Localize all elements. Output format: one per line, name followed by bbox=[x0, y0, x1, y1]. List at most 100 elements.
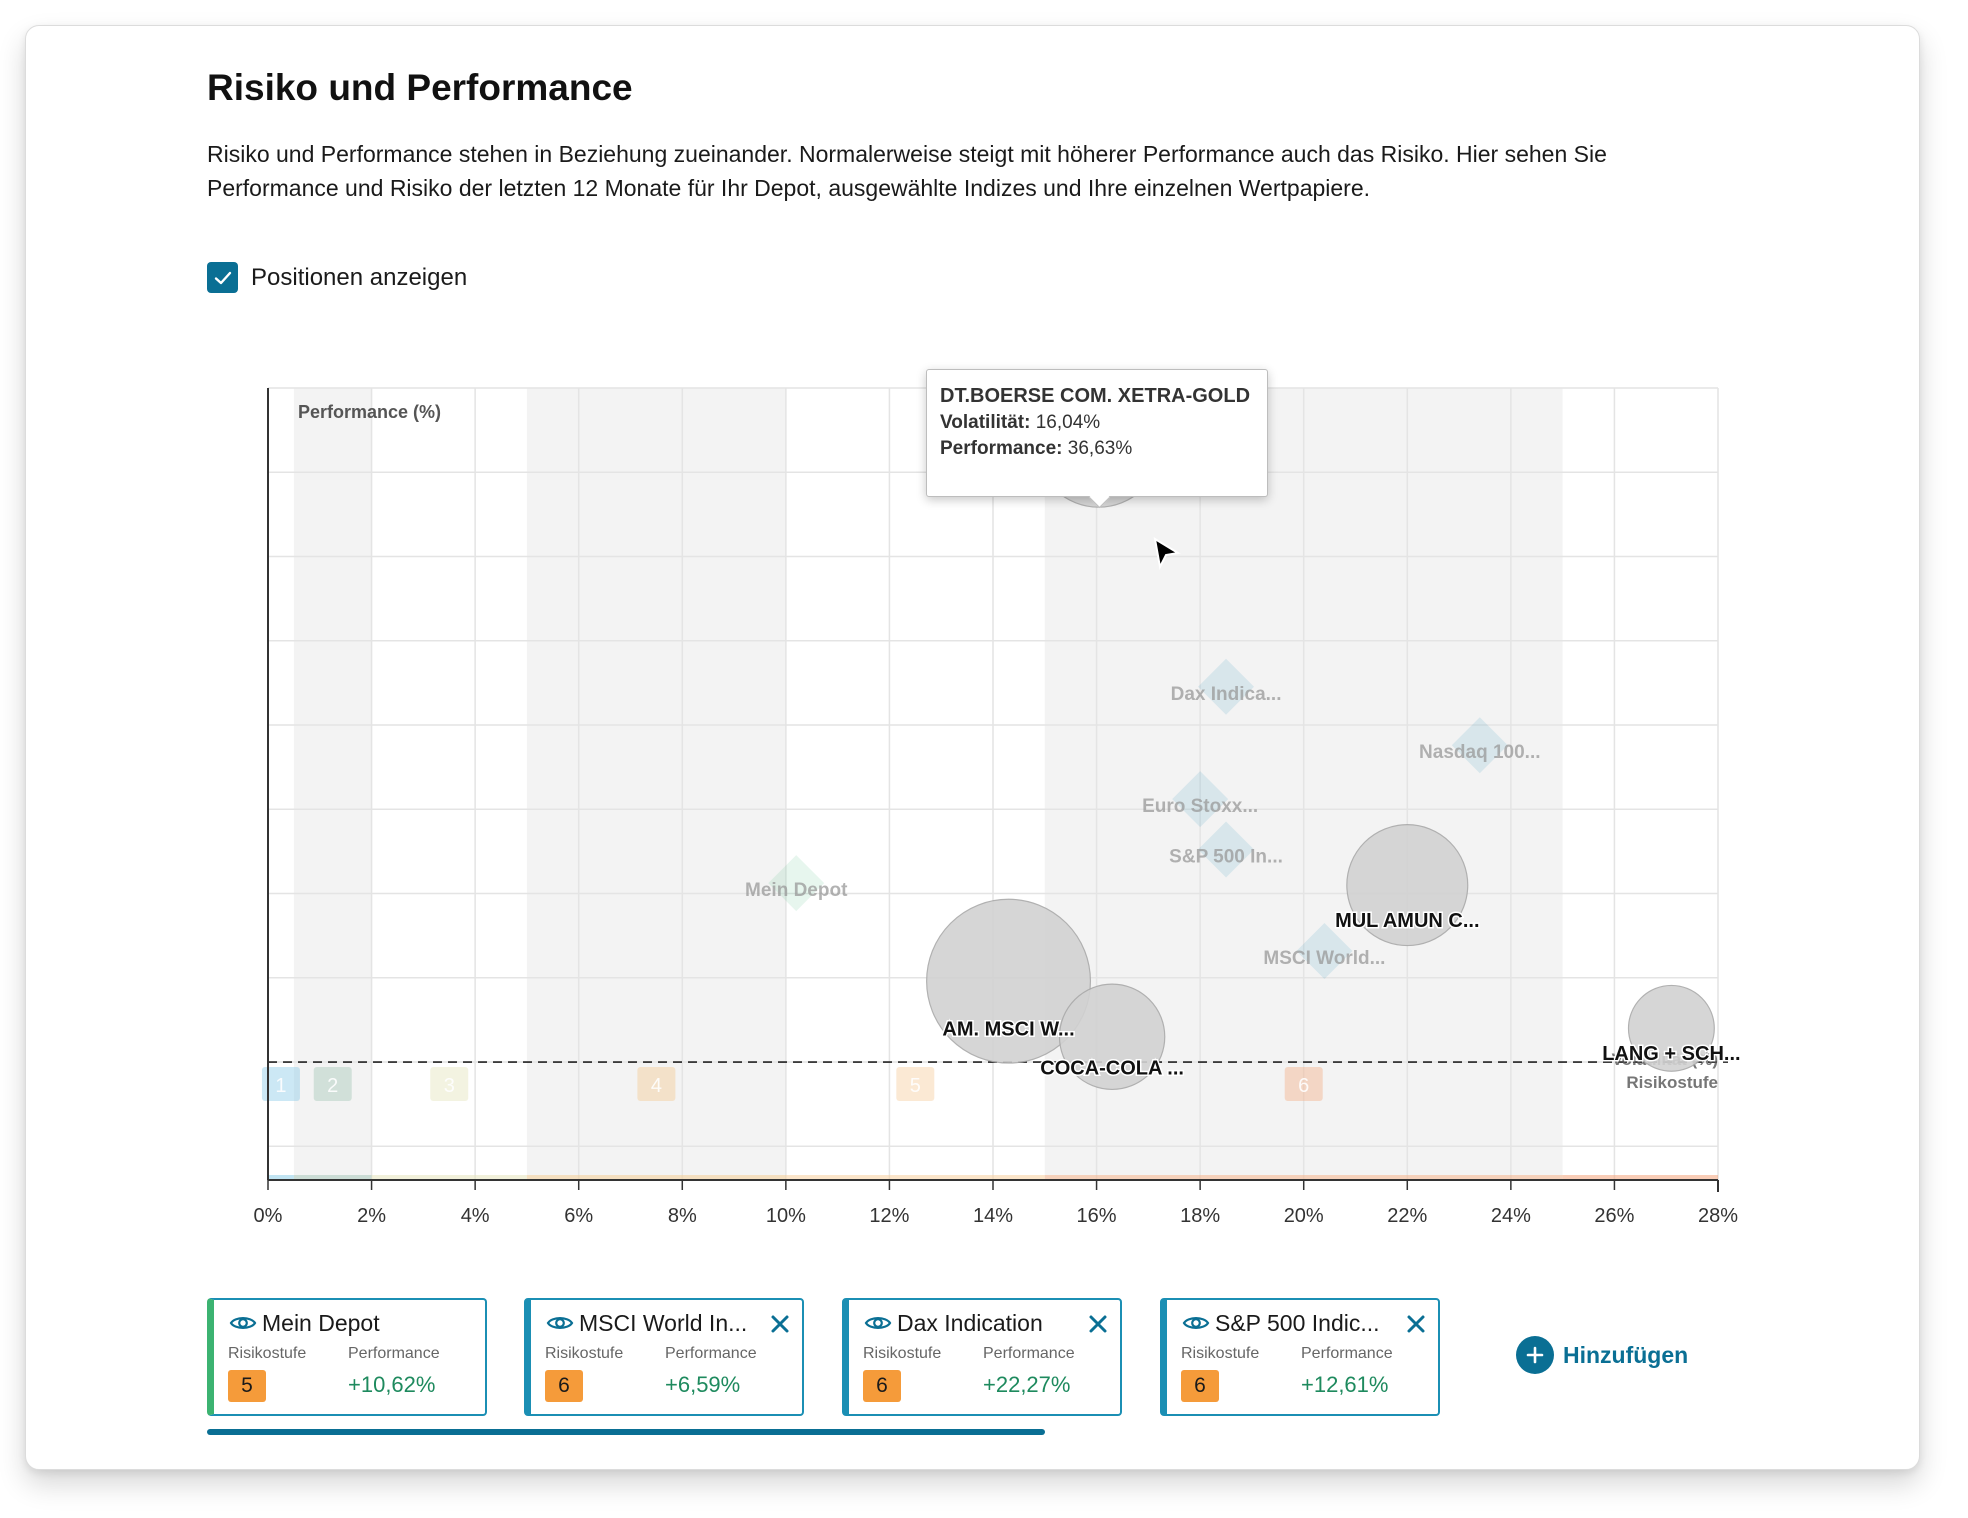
risk-level-label: 3 bbox=[444, 1075, 455, 1097]
position-bubble bbox=[1627, 984, 1715, 1072]
risk-axis-title: Risikostufe bbox=[1626, 1073, 1718, 1092]
index-marker bbox=[1172, 771, 1229, 828]
x-tick-label: 22% bbox=[1387, 1205, 1427, 1227]
position-label: COCA-COLA ... bbox=[1040, 1057, 1184, 1079]
risk-band-2 bbox=[293, 388, 372, 1180]
description-text: Risiko und Performance stehen in Beziehu… bbox=[207, 141, 1607, 201]
eye-icon[interactable] bbox=[1182, 1314, 1210, 1332]
y-axis-title: Performance (%) bbox=[298, 402, 441, 422]
risk-badge: 6 bbox=[545, 1370, 583, 1402]
x-tick-label: 14% bbox=[973, 1205, 1013, 1227]
performance-value: +10,62% bbox=[348, 1372, 436, 1397]
risk-level-label: 5 bbox=[910, 1075, 921, 1097]
legend-item[interactable]: MSCI World In... Risikostufe Performance 6 +… bbox=[524, 1298, 804, 1416]
risk-performance-chart: 1 2 3 4 5 6 0% 2% 4% 6% 8% 10% 12% 14% 16% 18% 20% 22% 24%… bbox=[254, 381, 1742, 1227]
risk-level-badge bbox=[896, 1067, 935, 1102]
plus-icon[interactable] bbox=[1516, 1336, 1554, 1374]
performance-label: Performance bbox=[983, 1345, 1075, 1362]
x-tick-label: 4% bbox=[461, 1205, 490, 1227]
position-bubble bbox=[1058, 983, 1166, 1091]
risk-band-4 bbox=[526, 388, 786, 1180]
risk-strip-6 bbox=[1044, 1175, 1563, 1180]
tooltip-title: DT.BOERSE COM. XETRA-GOLD bbox=[940, 385, 1251, 407]
risk-label: Risikostufe bbox=[863, 1345, 942, 1362]
checkbox-checked-icon[interactable] bbox=[207, 262, 238, 293]
index-label: MSCI World... bbox=[1263, 948, 1385, 969]
add-index-button[interactable]: Hinzufügen bbox=[1516, 1336, 1688, 1374]
position-bubble bbox=[1346, 824, 1469, 947]
risk-badge: 6 bbox=[863, 1370, 901, 1402]
x-tick-label: 26% bbox=[1594, 1205, 1634, 1227]
performance-value: +12,61% bbox=[1301, 1372, 1389, 1397]
x-tick-label: 6% bbox=[564, 1205, 593, 1227]
risk-level-badge bbox=[637, 1067, 676, 1102]
performance-label: Performance bbox=[348, 1345, 440, 1362]
performance-value: +22,27% bbox=[983, 1372, 1071, 1397]
page-title: Risiko und Performance bbox=[207, 67, 633, 108]
legend-item[interactable]: Dax Indication Risikostufe Performance 6 +22… bbox=[842, 1298, 1122, 1416]
close-icon[interactable] bbox=[1406, 1314, 1426, 1334]
x-tick-label: 18% bbox=[1180, 1205, 1220, 1227]
add-button-label: Hinzufügen bbox=[1563, 1341, 1689, 1368]
risk-level-badge bbox=[1284, 1067, 1323, 1102]
position-bubble bbox=[926, 898, 1092, 1064]
index-marker bbox=[1198, 658, 1255, 715]
index-label: Dax Indica... bbox=[1171, 684, 1282, 705]
close-icon[interactable] bbox=[1088, 1314, 1108, 1334]
x-tick-label: 12% bbox=[869, 1205, 909, 1227]
x-tick-label: 20% bbox=[1284, 1205, 1324, 1227]
risk-level-badge bbox=[261, 1067, 300, 1102]
checkbox-label: Positionen anzeigen bbox=[251, 263, 468, 291]
risk-level-badge bbox=[430, 1067, 469, 1102]
x-tick-label: 16% bbox=[1077, 1205, 1117, 1227]
x-tick-label: 28% bbox=[1698, 1205, 1738, 1227]
legend-scroll-indicator[interactable] bbox=[207, 1429, 1045, 1435]
risk-label: Risikostufe bbox=[228, 1345, 307, 1362]
performance-value: +6,59% bbox=[665, 1372, 741, 1397]
eye-icon[interactable] bbox=[864, 1314, 892, 1332]
tooltip-performance: Performance: 36,63% bbox=[940, 438, 1133, 459]
position-label: MUL AMUN C... bbox=[1335, 910, 1479, 932]
risk-label: Risikostufe bbox=[1181, 1345, 1260, 1362]
risk-strip-2 bbox=[293, 1175, 372, 1180]
index-label: Nasdaq 100... bbox=[1419, 742, 1540, 763]
position-label: AM. MSCI W... bbox=[942, 1019, 1074, 1041]
risk-strip-5 bbox=[785, 1175, 1045, 1180]
x-tick-label: 10% bbox=[766, 1205, 806, 1227]
index-marker bbox=[1296, 922, 1353, 979]
close-icon[interactable] bbox=[770, 1314, 790, 1334]
index-label: Euro Stoxx... bbox=[1142, 796, 1258, 817]
legend-name: S&P 500 Indic... bbox=[1215, 1310, 1380, 1336]
risk-strip-7 bbox=[1562, 1175, 1718, 1180]
position-label: LANG + SCH... bbox=[1602, 1043, 1740, 1065]
tooltip-volatility: Volatilität: 16,04% bbox=[940, 412, 1101, 433]
index-marker bbox=[768, 855, 825, 912]
risk-level-badge bbox=[313, 1067, 352, 1102]
risk-strip-1 bbox=[268, 1175, 294, 1180]
legend-item[interactable]: S&P 500 Indic... Risikostufe Performance 6 +… bbox=[1160, 1298, 1440, 1416]
index-label: Mein Depot bbox=[745, 880, 848, 901]
chart-tooltip: DT.BOERSE COM. XETRA-GOLD Volatilität: 1… bbox=[926, 369, 1268, 509]
eye-icon[interactable] bbox=[546, 1314, 574, 1332]
x-tick-label: 8% bbox=[668, 1205, 697, 1227]
index-marker bbox=[1451, 717, 1508, 774]
legend-name: MSCI World In... bbox=[579, 1310, 748, 1336]
performance-label: Performance bbox=[1301, 1345, 1393, 1362]
x-tick-label: 24% bbox=[1491, 1205, 1531, 1227]
risk-badge: 6 bbox=[1181, 1370, 1219, 1402]
risk-badge: 5 bbox=[228, 1370, 266, 1402]
risk-strip-3 bbox=[371, 1175, 527, 1180]
show-positions-checkbox[interactable]: Positionen anzeigen bbox=[207, 262, 467, 293]
risk-level-label: 1 bbox=[275, 1075, 286, 1097]
performance-label: Performance bbox=[665, 1345, 757, 1362]
mouse-cursor-icon bbox=[1153, 536, 1181, 570]
x-tick-label: 2% bbox=[357, 1205, 386, 1227]
risk-strip-4 bbox=[526, 1175, 786, 1180]
risk-performance-card: Risiko und Performance Risiko und Perfor… bbox=[25, 25, 1920, 1470]
legend-name: Dax Indication bbox=[897, 1310, 1043, 1336]
index-label: S&P 500 In... bbox=[1169, 847, 1283, 868]
legend-name: Mein Depot bbox=[262, 1310, 380, 1336]
risk-level-label: 4 bbox=[651, 1075, 662, 1097]
eye-icon[interactable] bbox=[229, 1314, 257, 1332]
legend-item[interactable]: Mein Depot Risikostufe Performance 5 +10,62% bbox=[207, 1298, 487, 1416]
